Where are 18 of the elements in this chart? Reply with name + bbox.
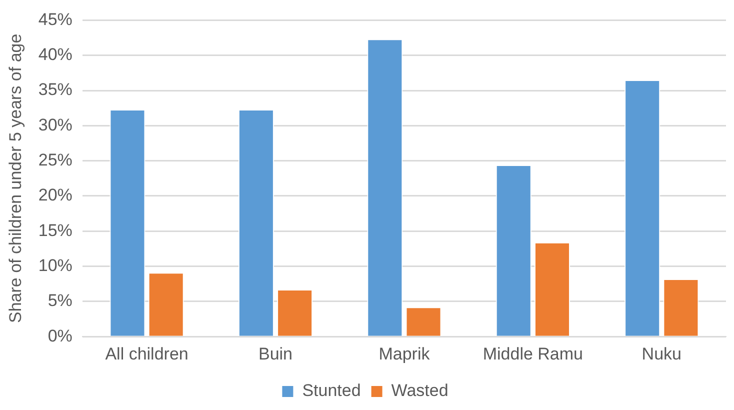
x-tick-label: All children — [105, 344, 188, 364]
legend-label: Wasted — [391, 381, 448, 400]
y-tick-label: 25% — [38, 150, 72, 170]
y-tick-label: 20% — [38, 186, 72, 205]
y-tick-label: 45% — [38, 10, 72, 29]
y-tick-label: 10% — [38, 256, 72, 275]
x-tick-label: Maprik — [378, 344, 430, 364]
y-tick-label: 15% — [38, 220, 72, 240]
y-tick-label: 35% — [38, 80, 72, 100]
y-tick-label: 0% — [48, 326, 72, 346]
x-tick-label: Buin — [258, 344, 293, 364]
y-tick-label: 5% — [48, 291, 72, 310]
legend-label: Stunted — [302, 381, 361, 400]
y-tick-label: 30% — [38, 115, 72, 134]
x-tick-label: Middle Ramu — [482, 344, 584, 364]
y-axis-title: Share of children under 5 years of age — [6, 34, 25, 323]
x-tick-label: Nuku — [642, 344, 682, 364]
y-tick-label: 40% — [38, 45, 72, 64]
